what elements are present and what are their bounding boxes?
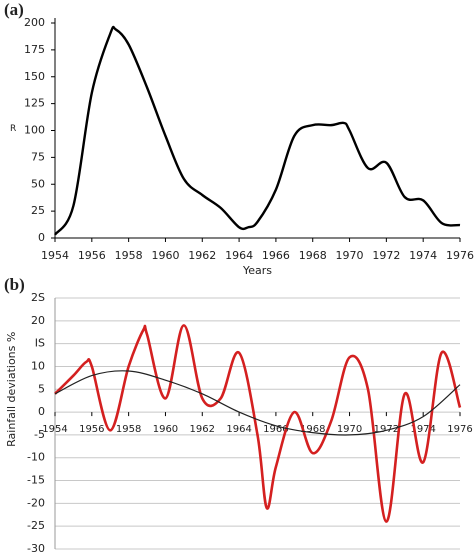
- y-tick-label: -25: [27, 519, 45, 532]
- x-tick-label: 1972: [374, 424, 399, 435]
- series-line: [53, 25, 461, 236]
- x-tick-label: 1974: [410, 424, 435, 435]
- x-tick-label: 1958: [116, 424, 141, 435]
- y-tick-label: 50: [31, 177, 45, 190]
- x-tick-label: 1960: [151, 249, 179, 262]
- y-tick-label: -20: [27, 496, 45, 509]
- series-line: [54, 370, 461, 436]
- x-axis-label: Years: [242, 264, 272, 277]
- x-tick-label: 1966: [263, 424, 288, 435]
- y-tick-label: 20: [31, 314, 45, 327]
- x-tick-label: 1968: [300, 424, 325, 435]
- panel-label: (b): [4, 275, 25, 294]
- x-tick-label: 1962: [190, 424, 215, 435]
- x-tick-label: 1976: [446, 249, 474, 262]
- y-tick-label: 5: [38, 382, 45, 395]
- x-tick-label: 1974: [409, 249, 437, 262]
- y-tick-label: -5: [34, 428, 45, 441]
- y-tick-label: IS: [35, 337, 45, 350]
- y-axis-label: Rainfall deviations %: [5, 332, 18, 447]
- y-tick-label: 0: [38, 231, 45, 244]
- y-tick-label: 75: [31, 150, 45, 163]
- y-tick-label: 0: [38, 405, 45, 418]
- y-tick-label: 175: [24, 43, 45, 56]
- y-tick-label: 200: [24, 16, 45, 29]
- y-tick-label: -10: [27, 451, 45, 464]
- x-tick-label: 1976: [447, 424, 472, 435]
- x-tick-label: 1972: [372, 249, 400, 262]
- y-tick-label: -15: [27, 474, 45, 487]
- x-tick-label: 1966: [262, 249, 290, 262]
- x-tick-label: 1960: [153, 424, 178, 435]
- y-tick-label: 125: [24, 97, 45, 110]
- x-tick-label: 1956: [78, 249, 106, 262]
- x-tick-label: 1958: [115, 249, 143, 262]
- x-tick-label: 1964: [225, 249, 253, 262]
- x-tick-label: 1954: [41, 249, 69, 262]
- y-tick-label: 10: [31, 359, 45, 372]
- x-tick-label: 1970: [337, 424, 362, 435]
- x-tick-label: 1964: [226, 424, 251, 435]
- panel-label: (a): [4, 0, 24, 19]
- y-tick-label: 2S: [31, 291, 45, 304]
- y-tick-label: 100: [24, 124, 45, 137]
- x-tick-label: 1956: [79, 424, 104, 435]
- x-tick-label: 1968: [299, 249, 327, 262]
- x-tick-label: 1970: [336, 249, 364, 262]
- y-tick-label: 150: [24, 70, 45, 83]
- y-tick-label: 25: [31, 204, 45, 217]
- y-tick-label: -30: [27, 542, 45, 555]
- series-line: [54, 324, 462, 523]
- y-axis-label: R: [10, 124, 16, 134]
- x-tick-label: 1962: [188, 249, 216, 262]
- x-tick-label: 1954: [42, 424, 67, 435]
